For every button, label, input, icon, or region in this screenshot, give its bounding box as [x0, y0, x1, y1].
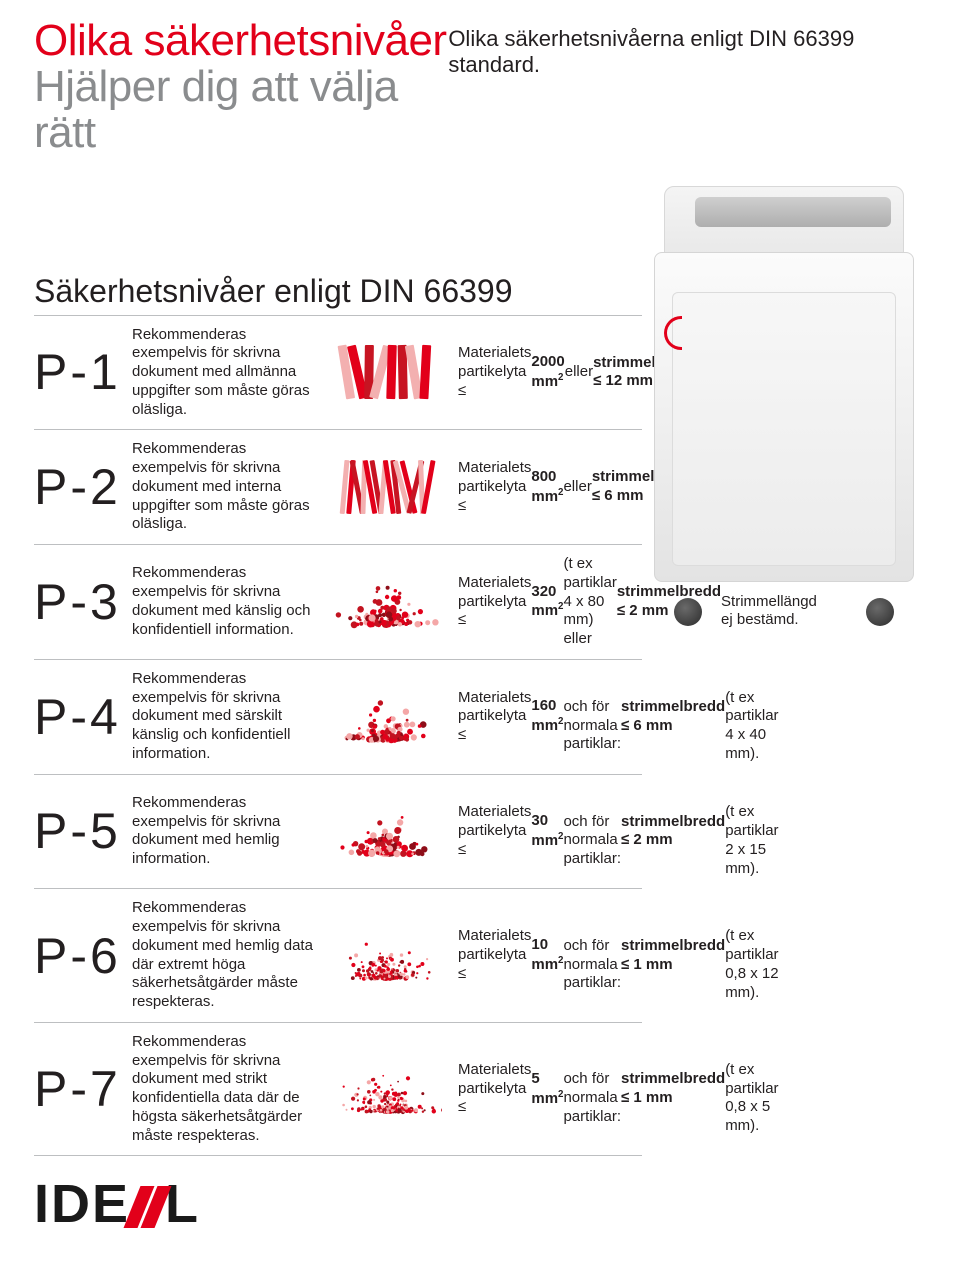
- level-description: Rekommenderas exempelvis för skrivna dok…: [132, 775, 322, 889]
- logo-slashes-icon: [132, 1186, 163, 1228]
- logo-post: L: [165, 1173, 200, 1235]
- level-row: P-4 Rekommenderas exempelvis för skrivna…: [34, 659, 642, 775]
- level-description: Rekommenderas exempelvis för skrivna dok…: [132, 889, 322, 1022]
- level-spec: Materialets partikelyta≤ 30 mm2och för n…: [452, 775, 779, 889]
- level-code: P-1: [34, 316, 132, 430]
- caster-right: [866, 598, 894, 626]
- shred-sample-icon: [322, 775, 452, 889]
- page-header: Olika säkerhetsnivåer Hjälper dig att vä…: [34, 18, 926, 157]
- level-code: P-3: [34, 545, 132, 659]
- level-code: P-7: [34, 1023, 132, 1156]
- level-row: P-3 Rekommenderas exempelvis för skrivna…: [34, 544, 642, 660]
- level-description: Rekommenderas exempelvis för skrivna dok…: [132, 545, 322, 659]
- level-row: P-5 Rekommenderas exempelvis för skrivna…: [34, 774, 642, 890]
- shredder-door: [672, 292, 896, 566]
- logo-pre: IDE: [34, 1173, 130, 1235]
- level-description: Rekommenderas exempelvis för skrivna dok…: [132, 660, 322, 774]
- level-row: P-6 Rekommenderas exempelvis för skrivna…: [34, 888, 642, 1023]
- level-spec: Materialets partikelyta≤ 160 mm2och för …: [452, 660, 779, 774]
- level-description: Rekommenderas exempelvis för skrivna dok…: [132, 1023, 322, 1156]
- standard-note: Olika säkerhetsnivåerna enligt DIN 66399…: [448, 18, 926, 78]
- shredder-slot: [695, 197, 891, 227]
- level-description: Rekommenderas exempelvis för skrivna dok…: [132, 316, 322, 430]
- shred-sample-icon: [322, 889, 452, 1022]
- page-subtitle: Hjälper dig att välja rätt: [34, 64, 448, 156]
- shred-sample-icon: [322, 660, 452, 774]
- brand-logo: IDE L: [34, 1173, 200, 1235]
- level-row: P-7 Rekommenderas exempelvis för skrivna…: [34, 1022, 642, 1157]
- level-code: P-5: [34, 775, 132, 889]
- header-left: Olika säkerhetsnivåer Hjälper dig att vä…: [34, 18, 448, 157]
- levels-table: P-1 Rekommenderas exempelvis för skrivna…: [34, 315, 642, 1157]
- level-description: Rekommenderas exempelvis för skrivna dok…: [132, 430, 322, 544]
- shred-sample-icon: [322, 430, 452, 544]
- shred-sample-icon: [322, 316, 452, 430]
- caster-left: [674, 598, 702, 626]
- level-code: P-4: [34, 660, 132, 774]
- level-spec: Materialets partikelyta≤ 5 mm2och för no…: [452, 1023, 779, 1156]
- level-row: P-1 Rekommenderas exempelvis för skrivna…: [34, 315, 642, 431]
- shred-sample-icon: [322, 545, 452, 659]
- shred-sample-icon: [322, 1023, 452, 1156]
- shredder-illustration: [646, 186, 922, 626]
- level-spec: Materialets partikelyta≤ 10 mm2och för n…: [452, 889, 779, 1022]
- level-code: P-6: [34, 889, 132, 1022]
- level-code: P-2: [34, 430, 132, 544]
- level-row: P-2 Rekommenderas exempelvis för skrivna…: [34, 429, 642, 545]
- page-title: Olika säkerhetsnivåer: [34, 18, 448, 64]
- shredder-top: [664, 186, 904, 260]
